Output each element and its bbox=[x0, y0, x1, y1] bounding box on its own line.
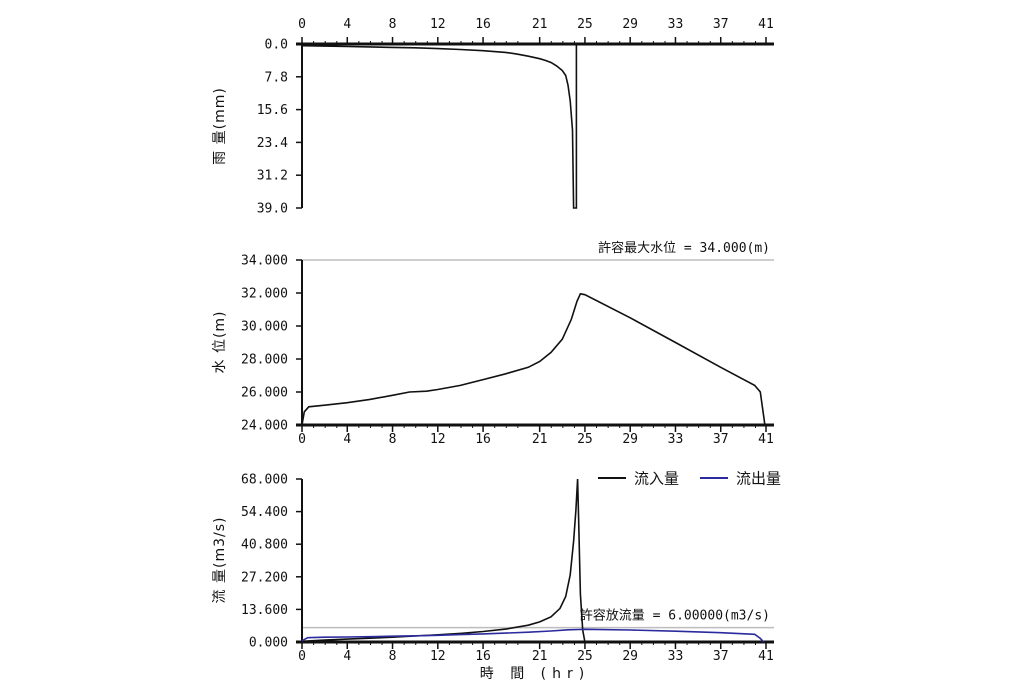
flow-x-tick-label: 8 bbox=[389, 649, 397, 664]
water-level-x-tick-label: 33 bbox=[668, 432, 684, 447]
water-level-y-tick-label: 28.000 bbox=[241, 353, 288, 368]
water-level-y-tick-label: 26.000 bbox=[241, 386, 288, 401]
flow-x-tick-label: 16 bbox=[475, 649, 491, 664]
flow-series-line-0 bbox=[301, 478, 766, 643]
x-axis-label: 時 間 (hr) bbox=[480, 666, 590, 682]
flow-legend-label-0: 流入量 bbox=[634, 470, 679, 488]
water-level-y-tick-label: 34.000 bbox=[241, 254, 288, 269]
flow-y-tick-label: 13.600 bbox=[241, 603, 288, 618]
water-level-y-tick-label: 24.000 bbox=[241, 419, 288, 434]
water-level-x-tick-label: 0 bbox=[298, 432, 306, 447]
water-level-x-tick-label: 21 bbox=[532, 432, 548, 447]
water-level-panel: 24.000 26.000 28.000 30.000 32.000 34.000 0 4 8 1… bbox=[212, 240, 774, 447]
flow-y-tick-label: 0.000 bbox=[249, 636, 288, 651]
rain-series-line-0 bbox=[301, 43, 766, 209]
rain-x-tick-label: 8 bbox=[389, 17, 397, 32]
water-level-x-tick-label: 37 bbox=[713, 432, 729, 447]
flow-x-tick-label: 12 bbox=[430, 649, 446, 664]
flow-x-tick-label: 21 bbox=[532, 649, 548, 664]
water-level-x-tick-label: 29 bbox=[622, 432, 638, 447]
water-level-x-tick-label: 25 bbox=[577, 432, 593, 447]
water-level-y-axis-label: 水 位(m) bbox=[212, 310, 228, 373]
flow-x-tick-label: 41 bbox=[758, 649, 774, 664]
flow-x-tick-label: 25 bbox=[577, 649, 593, 664]
rain-x-tick-label: 25 bbox=[577, 17, 593, 32]
rain-y-tick-label: 7.8 bbox=[265, 70, 288, 85]
water-level-series-line-0 bbox=[301, 292, 766, 426]
rain-y-tick-label: 31.2 bbox=[257, 169, 288, 184]
flow-y-tick-label: 54.400 bbox=[241, 505, 288, 520]
flow-y-tick-label: 27.200 bbox=[241, 570, 288, 585]
rain-y-tick-label: 39.0 bbox=[257, 202, 288, 217]
rain-x-tick-label: 0 bbox=[298, 17, 306, 32]
rain-x-tick-label: 41 bbox=[758, 17, 774, 32]
water-level-y-tick-label: 30.000 bbox=[241, 320, 288, 335]
flow-x-tick-label: 37 bbox=[713, 649, 729, 664]
rain-y-tick-label: 15.6 bbox=[257, 103, 288, 118]
rain-y-tick-label: 23.4 bbox=[257, 136, 288, 151]
flow-legend-label-1: 流出量 bbox=[736, 470, 781, 488]
rain-x-tick-label: 16 bbox=[475, 17, 491, 32]
rain-x-tick-label: 37 bbox=[713, 17, 729, 32]
flow-y-tick-label: 40.800 bbox=[241, 538, 288, 553]
water-level-y-tick-label: 32.000 bbox=[241, 287, 288, 302]
water-level-x-tick-label: 4 bbox=[343, 432, 351, 447]
flow-x-tick-label: 33 bbox=[668, 649, 684, 664]
rain-x-tick-label: 29 bbox=[622, 17, 638, 32]
rain-x-tick-label: 4 bbox=[343, 17, 351, 32]
water-level-reference-label: 許容最大水位 = 34.000(m) bbox=[598, 240, 770, 256]
water-level-x-tick-label: 41 bbox=[758, 432, 774, 447]
rain-y-tick-label: 0.0 bbox=[265, 38, 288, 53]
flow-x-tick-label: 29 bbox=[622, 649, 638, 664]
rain-y-axis-label: 雨 量(mm) bbox=[212, 87, 228, 165]
flow-y-tick-label: 68.000 bbox=[241, 473, 288, 488]
rain-x-tick-label: 12 bbox=[430, 17, 446, 32]
flow-series-line-1 bbox=[301, 628, 765, 643]
flow-y-axis-label: 流 量(m3/s) bbox=[212, 517, 228, 604]
flow-x-tick-label: 4 bbox=[343, 649, 351, 664]
water-level-x-tick-label: 8 bbox=[389, 432, 397, 447]
water-level-x-tick-label: 12 bbox=[430, 432, 446, 447]
flow-reference-label: 許容放流量 = 6.00000(m3/s) bbox=[580, 608, 770, 624]
flow-panel: 0.000 13.600 27.200 40.800 54.400 68.000 0 4 8 12… bbox=[212, 470, 781, 665]
rainfall-panel: 0.0 7.8 15.6 23.4 31.2 39.0 0 4 8 12 16 21 25 29 33 37 4… bbox=[212, 17, 774, 217]
flow-x-tick-label: 0 bbox=[298, 649, 306, 664]
water-level-x-tick-label: 16 bbox=[475, 432, 491, 447]
rain-x-tick-label: 21 bbox=[532, 17, 548, 32]
rain-x-tick-label: 33 bbox=[668, 17, 684, 32]
